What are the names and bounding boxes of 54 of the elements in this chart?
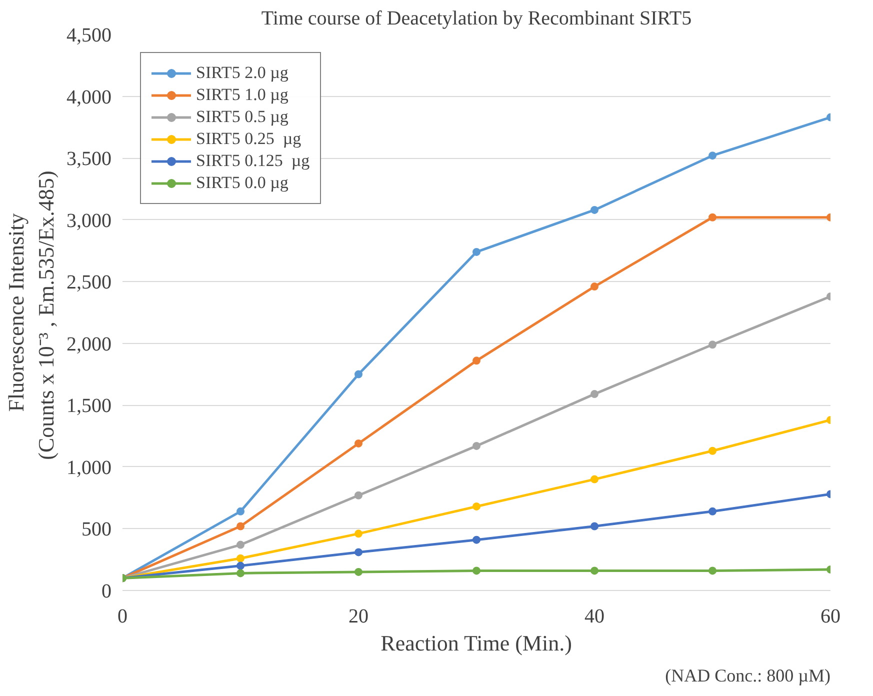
- point: [354, 370, 362, 378]
- x-axis-title: Reaction Time (Min.): [380, 630, 572, 656]
- x-tick-label: 0: [118, 606, 128, 628]
- chart-title: Time course of Deacetylation by Recombinant SIRT5: [261, 8, 692, 30]
- point: [472, 566, 480, 575]
- y-tick-label: 4,000: [66, 86, 112, 108]
- point: [708, 446, 716, 455]
- point: [354, 548, 362, 556]
- x-tick-label: 60: [820, 606, 840, 628]
- y-tick-label: 1,500: [66, 395, 112, 418]
- y-tick-label: 1,000: [66, 456, 112, 479]
- y-tick-label: 3,000: [66, 210, 112, 232]
- point: [354, 439, 362, 448]
- legend-label: SIRT5 0.125 µg: [196, 151, 310, 171]
- text: (NAD Conc.: 800 µM): [665, 666, 831, 686]
- point: [236, 540, 244, 549]
- point: [236, 562, 244, 570]
- y-tick-label: 3,500: [66, 148, 112, 170]
- point: [472, 442, 480, 450]
- point: [590, 206, 598, 214]
- y-tick-label: 4,500: [66, 24, 112, 46]
- point: [708, 566, 716, 575]
- point: [708, 213, 716, 222]
- point: [354, 491, 362, 500]
- x-tick-label: 20: [348, 606, 368, 628]
- point: [236, 507, 244, 516]
- x-tick-label: 40: [584, 606, 604, 628]
- legend-label: SIRT5 2.0 µg: [196, 63, 288, 83]
- y-tick-label: 500: [82, 518, 112, 541]
- point: [354, 530, 362, 538]
- point: [236, 554, 244, 562]
- y-tick-label: 0: [102, 580, 112, 602]
- point: [590, 475, 598, 484]
- point: [236, 522, 244, 530]
- legend-label: SIRT5 1.0 µg: [196, 85, 288, 105]
- point: [590, 522, 598, 530]
- point: [590, 390, 598, 398]
- point: [472, 536, 480, 544]
- point: [354, 568, 362, 576]
- legend-label: SIRT5 0.5 µg: [196, 107, 288, 127]
- point: [708, 152, 716, 160]
- point: [472, 356, 480, 365]
- y-tick-label: 2,000: [66, 333, 112, 356]
- point: [472, 248, 480, 256]
- legend-label: SIRT5 0.25 µg: [196, 129, 302, 149]
- legend-label: SIRT5 0.0 µg: [196, 173, 288, 193]
- point: [590, 566, 598, 575]
- point: [708, 340, 716, 349]
- y-axis-title: Fluorescence Intensity (Counts x 10⁻³ , Em.535/Ex.485): [4, 170, 58, 460]
- y-tick-label: 2,500: [66, 272, 112, 294]
- point: [708, 507, 716, 516]
- point: [472, 502, 480, 510]
- point: [236, 569, 244, 578]
- point: [590, 282, 598, 291]
